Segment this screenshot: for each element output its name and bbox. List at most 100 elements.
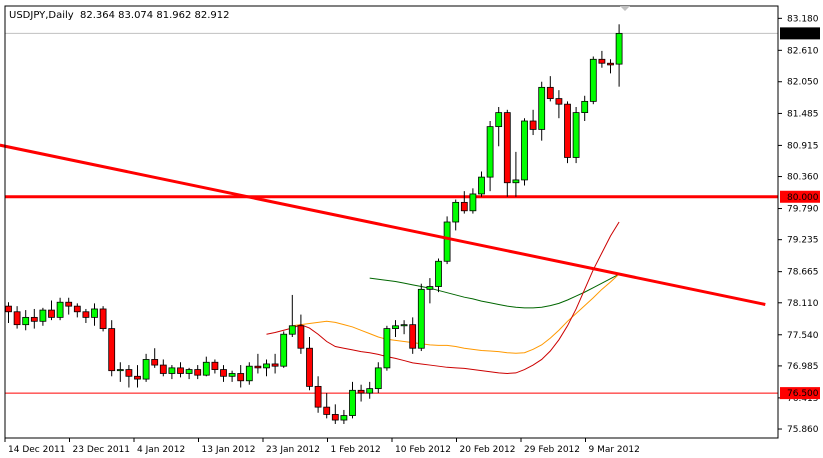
candle (564, 101, 571, 164)
candle-body (177, 367, 184, 374)
candle-body (495, 112, 503, 128)
candle-body (486, 126, 494, 178)
candle (288, 294, 296, 338)
candle (426, 278, 434, 304)
candle-body (228, 373, 236, 377)
candle (357, 384, 365, 402)
level-label: 76.500 (787, 389, 819, 399)
candle (65, 297, 73, 315)
candle (99, 306, 107, 332)
candle (417, 283, 425, 352)
candle (607, 59, 614, 74)
candle-body (555, 98, 563, 105)
candle (22, 310, 30, 331)
candle (469, 188, 477, 214)
x-tick-label: 1 Feb 2012 (331, 445, 381, 455)
candle-body (254, 365, 262, 369)
candle-body (168, 367, 176, 374)
candle (30, 308, 38, 329)
level-label: 80.000 (787, 193, 819, 203)
ohlc-label: 82.364 83.074 81.962 82.912 (80, 10, 230, 21)
y-tick-label: 77.540 (787, 331, 819, 341)
y-tick-label: 82.050 (787, 78, 819, 88)
shift-marker-icon[interactable] (620, 6, 630, 11)
candle-body (108, 328, 116, 372)
levels-layer (5, 32, 778, 394)
y-tick-label: 76.985 (787, 362, 819, 372)
current-price-label: 82.912 (787, 29, 819, 39)
y-tick-label: 83.180 (787, 14, 819, 24)
candle (48, 300, 55, 321)
candle-body (546, 86, 554, 99)
candle-body (314, 385, 322, 408)
trendline-layer (0, 143, 766, 306)
candle (331, 404, 339, 424)
candle (555, 90, 563, 119)
candle (452, 199, 460, 231)
candle-body (185, 369, 193, 374)
candle-body (65, 301, 73, 307)
candle (374, 362, 382, 394)
candle-body (564, 103, 571, 158)
candle (73, 303, 81, 318)
ma-slow-line (369, 273, 620, 309)
candle-body (572, 112, 580, 158)
candle-body (39, 309, 47, 322)
candle (314, 376, 322, 413)
candle-body (460, 201, 468, 212)
candle (443, 216, 451, 265)
level-label-box (780, 190, 820, 203)
candle (435, 258, 442, 293)
candle-body (529, 120, 537, 130)
candle (185, 367, 193, 380)
candle (529, 109, 537, 136)
candle-body (598, 58, 606, 64)
candle (220, 365, 227, 382)
candle-body (48, 309, 55, 318)
candle (142, 353, 150, 382)
y-tick-label: 78.110 (787, 299, 819, 309)
candle (125, 365, 133, 388)
candle-body (409, 324, 417, 349)
candle (82, 308, 90, 323)
candle-body (478, 176, 485, 195)
y-tick-label: 82.610 (787, 46, 819, 56)
candle-body (349, 389, 356, 416)
y-tick-label: 80.915 (787, 141, 819, 151)
ma-fast-line (266, 221, 620, 374)
candle (263, 359, 270, 377)
candle (349, 381, 356, 419)
candle (512, 151, 520, 197)
candle (159, 359, 167, 377)
candle-body (607, 62, 614, 66)
candle (194, 365, 202, 380)
candle-body (82, 311, 90, 318)
candle (168, 365, 176, 380)
candle (572, 106, 580, 164)
candle (177, 362, 184, 378)
candle (400, 320, 408, 335)
candle (297, 314, 305, 354)
candle (323, 393, 331, 419)
candle (615, 24, 623, 87)
candle-body (22, 316, 30, 326)
ma-mid-line (292, 273, 620, 354)
x-tick-label: 13 Jan 2012 (202, 445, 256, 455)
candle (503, 109, 511, 197)
candle (495, 106, 503, 147)
trendline[interactable] (0, 143, 766, 306)
candle (13, 306, 21, 329)
candle (202, 356, 210, 377)
candle-body (383, 328, 391, 369)
y-tick-label: 75.860 (787, 425, 819, 435)
y-tick-label: 79.790 (787, 205, 819, 215)
y-tick-label: 80.360 (787, 173, 819, 183)
candle-body (56, 301, 64, 318)
y-axis: 83.180 82.610 82.050 81.485 80.915 80.360 79.7… (778, 14, 820, 435)
candle-body (151, 359, 159, 366)
candle-body (538, 86, 546, 130)
x-tick-label: 29 Feb 2012 (524, 445, 580, 455)
candle-body (589, 58, 597, 102)
candle-body (263, 363, 270, 369)
